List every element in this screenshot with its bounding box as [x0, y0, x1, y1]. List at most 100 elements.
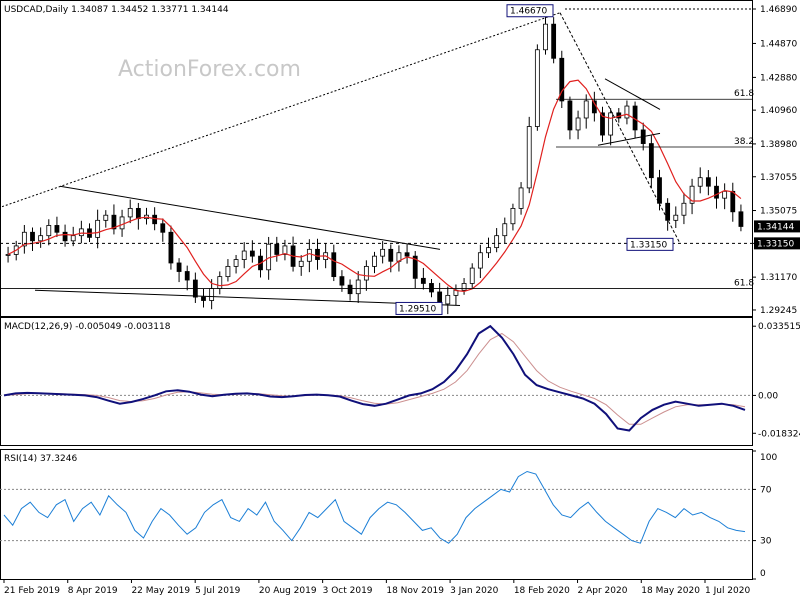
low-price-label: 1.29510: [399, 304, 436, 314]
price-candle-body: [551, 23, 557, 59]
rsi-header: RSI(14) 37.3246: [4, 454, 77, 464]
x-tick-label: 21 Feb 2019: [4, 586, 60, 596]
x-tick-label: 18 May 2020: [641, 586, 700, 596]
moving-average-line: [7, 79, 742, 293]
fib-label-bottom: 61.8: [734, 279, 754, 289]
fib-label-mid: 38.2: [734, 137, 754, 147]
x-tick-label: 18 Feb 2020: [514, 586, 570, 596]
x-tick-label: 8 Apr 2019: [68, 586, 118, 596]
price-candle-body: [412, 255, 418, 279]
price-candle-body: [420, 277, 426, 284]
price-candle-body: [282, 245, 288, 255]
price-candle-body: [477, 252, 483, 269]
price-candle-body: [665, 202, 671, 221]
long-term-trend-line: [1, 12, 561, 208]
current-price-tag-bg: [754, 220, 800, 233]
annotation-layer: 61.8 38.2 61.8 1.46670 1.29510 1.33150 1.34144…: [395, 4, 800, 315]
high-price-label: 1.46670: [510, 7, 547, 17]
price-candle-body: [543, 23, 548, 51]
macd-header: MACD(12,26,9) -0.005049 -0.003118: [4, 322, 171, 332]
price-candle-body: [510, 207, 516, 225]
price-candle-body: [681, 202, 687, 216]
price-candle-body: [445, 294, 451, 305]
price-candle-body: [160, 223, 166, 233]
axes-layer: 1.46890 1.44870 1.42880 1.40960 1.38980 1.370…: [3, 5, 800, 596]
price-candle-body: [380, 248, 386, 257]
macd-layer: [0, 324, 752, 432]
price-candle-body: [738, 211, 744, 227]
price-candle-body: [559, 57, 565, 102]
price-candle-body: [201, 296, 206, 301]
price-candle-body: [298, 260, 304, 267]
price-candle-body: [233, 259, 239, 267]
price-candle-body: [486, 247, 491, 254]
price-candle-body: [46, 225, 52, 237]
x-tick-label: 3 Jan 2020: [450, 586, 498, 596]
price-candle-body: [673, 214, 679, 221]
price-candle-body: [306, 248, 312, 262]
price-candle-body: [38, 235, 44, 242]
low-price-label-box: [395, 301, 443, 315]
channel-lower-line: [34, 289, 461, 306]
price-candle-body: [388, 248, 394, 262]
price-candle-body: [600, 112, 605, 136]
main-y-tick-label: 1.46890: [760, 5, 797, 15]
price-candle-body: [168, 231, 174, 264]
x-tick-label: 20 Aug 2019: [259, 586, 317, 596]
main-y-tick-label: 1.35075: [760, 207, 797, 217]
price-candle-body: [209, 288, 215, 301]
price-candle-body: [176, 262, 182, 272]
price-candle-body: [249, 250, 255, 257]
price-candle-body: [21, 231, 27, 247]
price-candle-body: [534, 49, 540, 127]
price-candle-body: [705, 177, 711, 187]
x-tick-label: 1 Jul 2020: [705, 586, 750, 596]
price-candle-body: [624, 105, 630, 119]
price-candle-body: [518, 187, 524, 209]
support-price-tag-bg: [754, 237, 800, 250]
price-candle-body: [657, 177, 662, 204]
rsi-panel-frame: [0, 449, 753, 580]
price-candle-body: [648, 143, 654, 179]
x-tick-label: 18 Nov 2019: [386, 586, 444, 596]
macd-y-tick-label: 0.00: [758, 391, 778, 401]
price-candle-body: [135, 207, 141, 220]
rsi-layer: [0, 470, 752, 544]
rsi-y-tick-label: 0: [760, 569, 766, 579]
watermark: ActionForex.com: [118, 57, 301, 82]
main-header: USDCAD,Daily 1.34087 1.34452 1.33771 1.3…: [4, 5, 229, 15]
price-candle-body: [331, 252, 337, 278]
price-candle-body: [339, 276, 345, 286]
price-candle-body: [372, 255, 377, 267]
price-candle-body: [184, 271, 190, 281]
support-price-tag: 1.33150: [757, 239, 794, 249]
price-candle-body: [152, 214, 158, 225]
main-y-tick-label: 1.44870: [760, 39, 797, 49]
price-candle-body: [714, 185, 719, 199]
price-candle-body: [494, 235, 500, 249]
recent-falling-line: [604, 78, 661, 110]
price-candle-body: [461, 283, 467, 291]
price-candle-body: [274, 243, 280, 255]
rsi-line: [3, 470, 746, 544]
current-price-tag: 1.34144: [757, 222, 794, 232]
price-candle-body: [429, 283, 434, 293]
macd-line: [3, 324, 746, 432]
price-candle-body: [30, 231, 35, 242]
price-candle-body: [103, 214, 109, 221]
price-candle-body: [355, 279, 361, 295]
price-candle-body: [62, 231, 68, 242]
x-tick-label: 5 Jul 2019: [195, 586, 240, 596]
price-candle-body: [70, 235, 76, 242]
main-price-layer: [0, 8, 752, 315]
price-candle-body: [575, 117, 581, 131]
main-y-tick-label: 1.42880: [760, 73, 797, 83]
price-candle-body: [697, 177, 703, 187]
x-tick-label: 3 Oct 2019: [323, 586, 373, 596]
macd-y-tick-label: 0.033515: [758, 322, 800, 332]
high-price-label-box: [506, 4, 554, 18]
price-candle-body: [363, 265, 369, 281]
recent-rising-line: [597, 132, 661, 146]
